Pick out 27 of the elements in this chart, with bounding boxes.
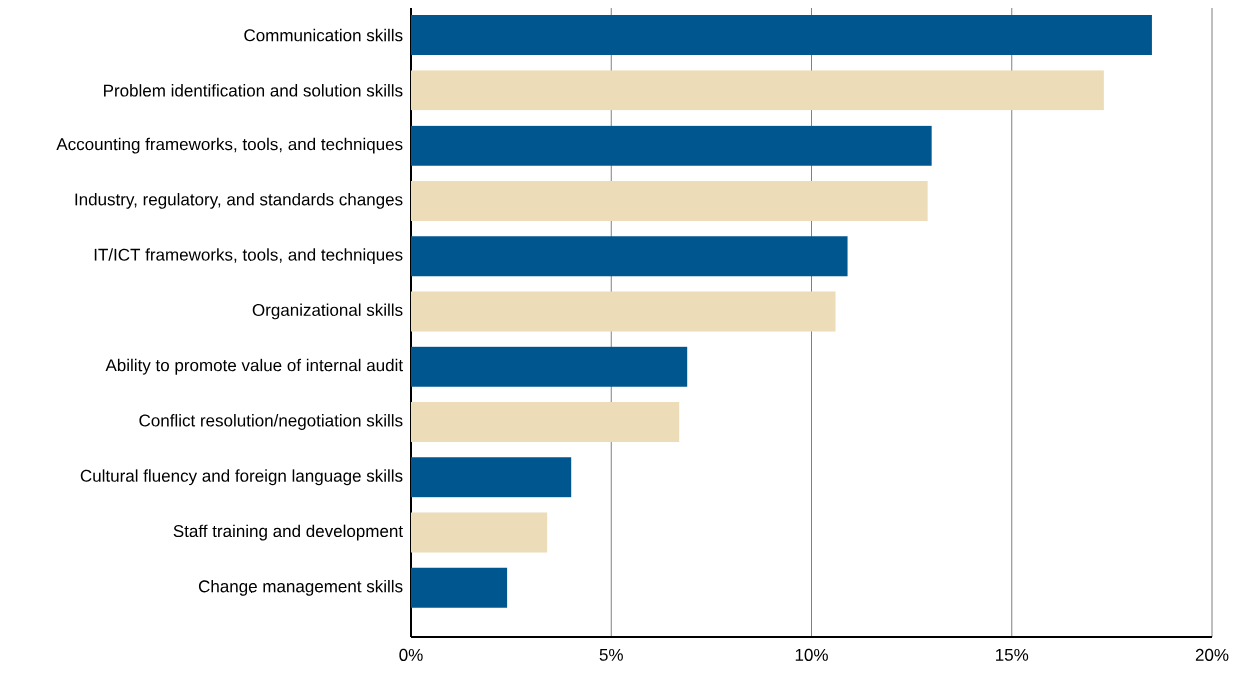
bar — [411, 180, 928, 221]
y-tick-label: Problem identification and solution skills — [104, 84, 403, 97]
y-tick-label: Conflict resolution/negotiation skills — [139, 414, 403, 430]
x-tick-label: 5% — [599, 648, 623, 661]
y-tick-label: Organizational skills — [252, 303, 403, 320]
bar — [411, 125, 932, 166]
bar — [411, 346, 688, 387]
y-tick-label: Ability to promote value of internal audit — [105, 358, 403, 375]
bar — [411, 236, 848, 277]
bar — [411, 70, 1104, 111]
x-tick-label: 15% — [996, 648, 1029, 661]
bar — [411, 567, 508, 608]
bar — [411, 15, 1152, 56]
y-tick-label: IT/ICT frameworks, tools, and techniques — [94, 248, 403, 265]
bar — [411, 512, 548, 553]
y-tick-label: Staff training and development — [173, 524, 403, 541]
x-tick-label: 20% — [1195, 648, 1229, 661]
bar — [411, 291, 836, 332]
y-tick-label: Cultural fluency and foreign language skills — [80, 469, 403, 486]
y-tick-label: Accounting frameworks, tools, and techniques — [56, 137, 403, 154]
bar — [411, 401, 680, 442]
bar — [411, 457, 572, 498]
x-tick-label: 0% — [399, 648, 423, 661]
y-tick-label: Communication skills — [244, 28, 403, 42]
y-tick-label: Change management skills — [198, 579, 403, 596]
y-tick-label: Industry, regulatory, and standards changes — [75, 192, 403, 209]
x-tick-label: 10% — [795, 648, 828, 661]
